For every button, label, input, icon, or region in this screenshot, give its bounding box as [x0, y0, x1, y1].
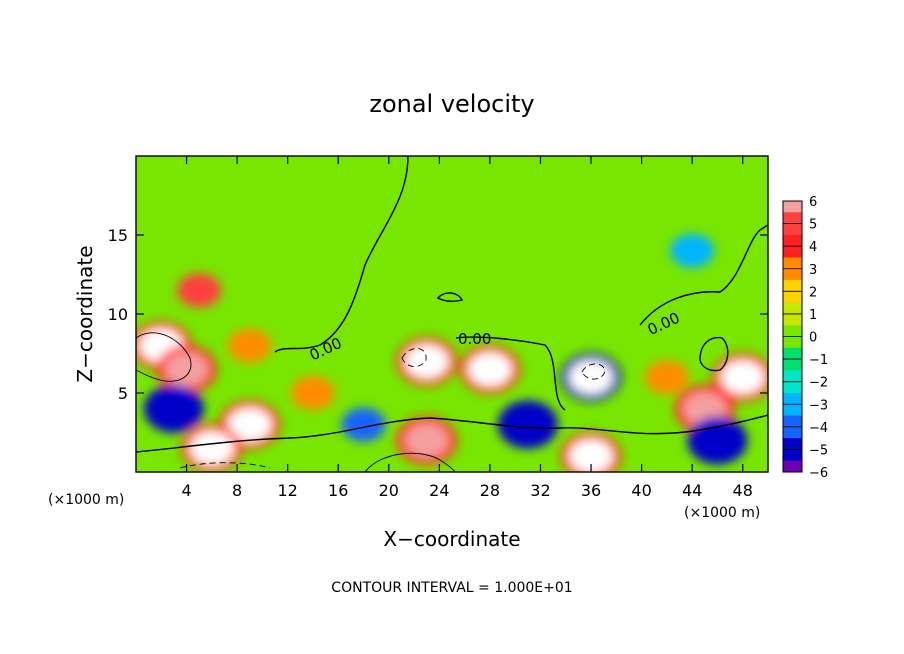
colorbar-tick-label: −5 [809, 443, 828, 458]
zero-contour-line [455, 336, 566, 411]
colorbar-swatch [783, 415, 802, 428]
colorbar-swatch [783, 313, 802, 326]
field-feature [720, 360, 765, 395]
zero-contour-line [136, 414, 768, 453]
colorbar: 6 5 4 3 2 1 0 −1 −2 −3 −4 −5 −6 [782, 195, 828, 481]
zero-contour-lines [136, 156, 768, 453]
field-feature [290, 376, 335, 410]
colorbar-tick-label: −1 [809, 353, 828, 368]
colorbar-tick-label: −3 [809, 398, 828, 413]
colorbar-swatch [783, 257, 802, 270]
x-tick-label: 40 [631, 481, 651, 500]
x-tick-label: 24 [429, 481, 449, 500]
x-tick-label: 16 [328, 481, 348, 500]
colorbar-swatch [783, 336, 802, 349]
field-feature [695, 423, 740, 458]
x-tick-label: 48 [733, 481, 753, 500]
x-tick-label: 20 [379, 481, 399, 500]
contour-label: 0.00 [458, 330, 491, 348]
colorbar-swatch [783, 325, 802, 337]
x-tick-label: 44 [682, 481, 702, 500]
x-axis-label: X−coordinate [383, 527, 520, 551]
y-axis-label: Z−coordinate [73, 245, 97, 382]
secondary-contour-lines [136, 332, 605, 472]
field-feature [505, 407, 550, 442]
colorbar-swatch [783, 280, 802, 292]
zero-contour-line [274, 156, 409, 353]
x-unit-left: (×1000 m) [48, 492, 124, 508]
colorbar-swatch [783, 381, 802, 394]
field-feature [569, 360, 614, 395]
y-tick-label: 15 [108, 226, 128, 245]
field-feature [644, 360, 689, 395]
contour-line-dashed [179, 462, 271, 469]
colorbar-swatch [783, 223, 802, 236]
y-tick-label: 10 [108, 305, 128, 324]
colorbar-tick-label: 2 [809, 285, 817, 300]
zero-contour-line [699, 336, 729, 372]
contour-line-dashed [401, 348, 427, 367]
colorbar-tick-label: 1 [809, 308, 817, 323]
colorbar-swatch [783, 291, 802, 304]
colorbar-tick-label: 4 [809, 240, 817, 255]
field-feature [227, 328, 272, 363]
chart-title: zonal velocity [369, 90, 534, 118]
x-tick-label: 12 [278, 481, 298, 500]
x-axis-ticks: 4 8 12 16 20 24 28 32 36 40 44 48 [181, 156, 753, 500]
x-tick-label: 32 [530, 481, 550, 500]
zero-contour-line [436, 292, 464, 303]
contour-interval-note: CONTOUR INTERVAL = 1.000E+01 [331, 580, 572, 596]
colorbar-tick-label: 6 [809, 195, 817, 210]
x-tick-label: 36 [581, 481, 601, 500]
colorbar-tick-label: 0 [809, 331, 817, 346]
contour-line-dashed [581, 363, 605, 380]
colorbar-tick-label: 5 [809, 218, 817, 233]
colorbar-swatch [783, 201, 802, 213]
colorbar-swatch [783, 347, 802, 360]
field-feature [189, 431, 234, 466]
field-feature [341, 407, 386, 442]
colorbar-swatch [783, 370, 802, 383]
y-tick-label: 5 [118, 384, 128, 403]
field-feature [177, 273, 222, 308]
field-feature [404, 344, 449, 379]
colorbar-tick-label: −4 [809, 421, 828, 436]
x-tick-label: 8 [232, 481, 242, 500]
colorbar-swatch [783, 438, 802, 450]
colorbar-swatch [783, 234, 802, 247]
zero-contour-line [639, 224, 768, 326]
field-feature [227, 407, 272, 442]
colorbar-swatch [783, 268, 802, 281]
x-unit-right: (×1000 m) [684, 505, 760, 521]
contour-line [364, 452, 456, 472]
colorbar-swatch [783, 302, 802, 315]
colorbar-tick-label: −2 [809, 376, 828, 391]
colorbar-swatch [783, 246, 802, 258]
colorbar-swatch [783, 404, 802, 417]
field-feature [151, 391, 196, 426]
colorbar-swatch [783, 359, 802, 371]
colorbar-tick-label: −6 [809, 466, 828, 481]
contour-line [136, 332, 192, 382]
field-features [136, 233, 768, 472]
colorbar-swatch [783, 449, 802, 462]
x-tick-label: 4 [181, 481, 191, 500]
field-feature [670, 233, 715, 268]
colorbar-swatch [783, 426, 802, 439]
field-feature [467, 352, 512, 387]
colorbar-swatch [783, 392, 802, 405]
field-feature [404, 423, 449, 458]
field-feature [569, 439, 614, 472]
field-feature [164, 352, 209, 387]
y-axis-ticks: 5 10 15 [108, 226, 768, 403]
colorbar-swatch [783, 460, 802, 473]
colorbar-swatch [783, 212, 802, 225]
plot-area [136, 156, 768, 472]
x-tick-label: 28 [480, 481, 500, 500]
colorbar-tick-label: 3 [809, 263, 817, 278]
